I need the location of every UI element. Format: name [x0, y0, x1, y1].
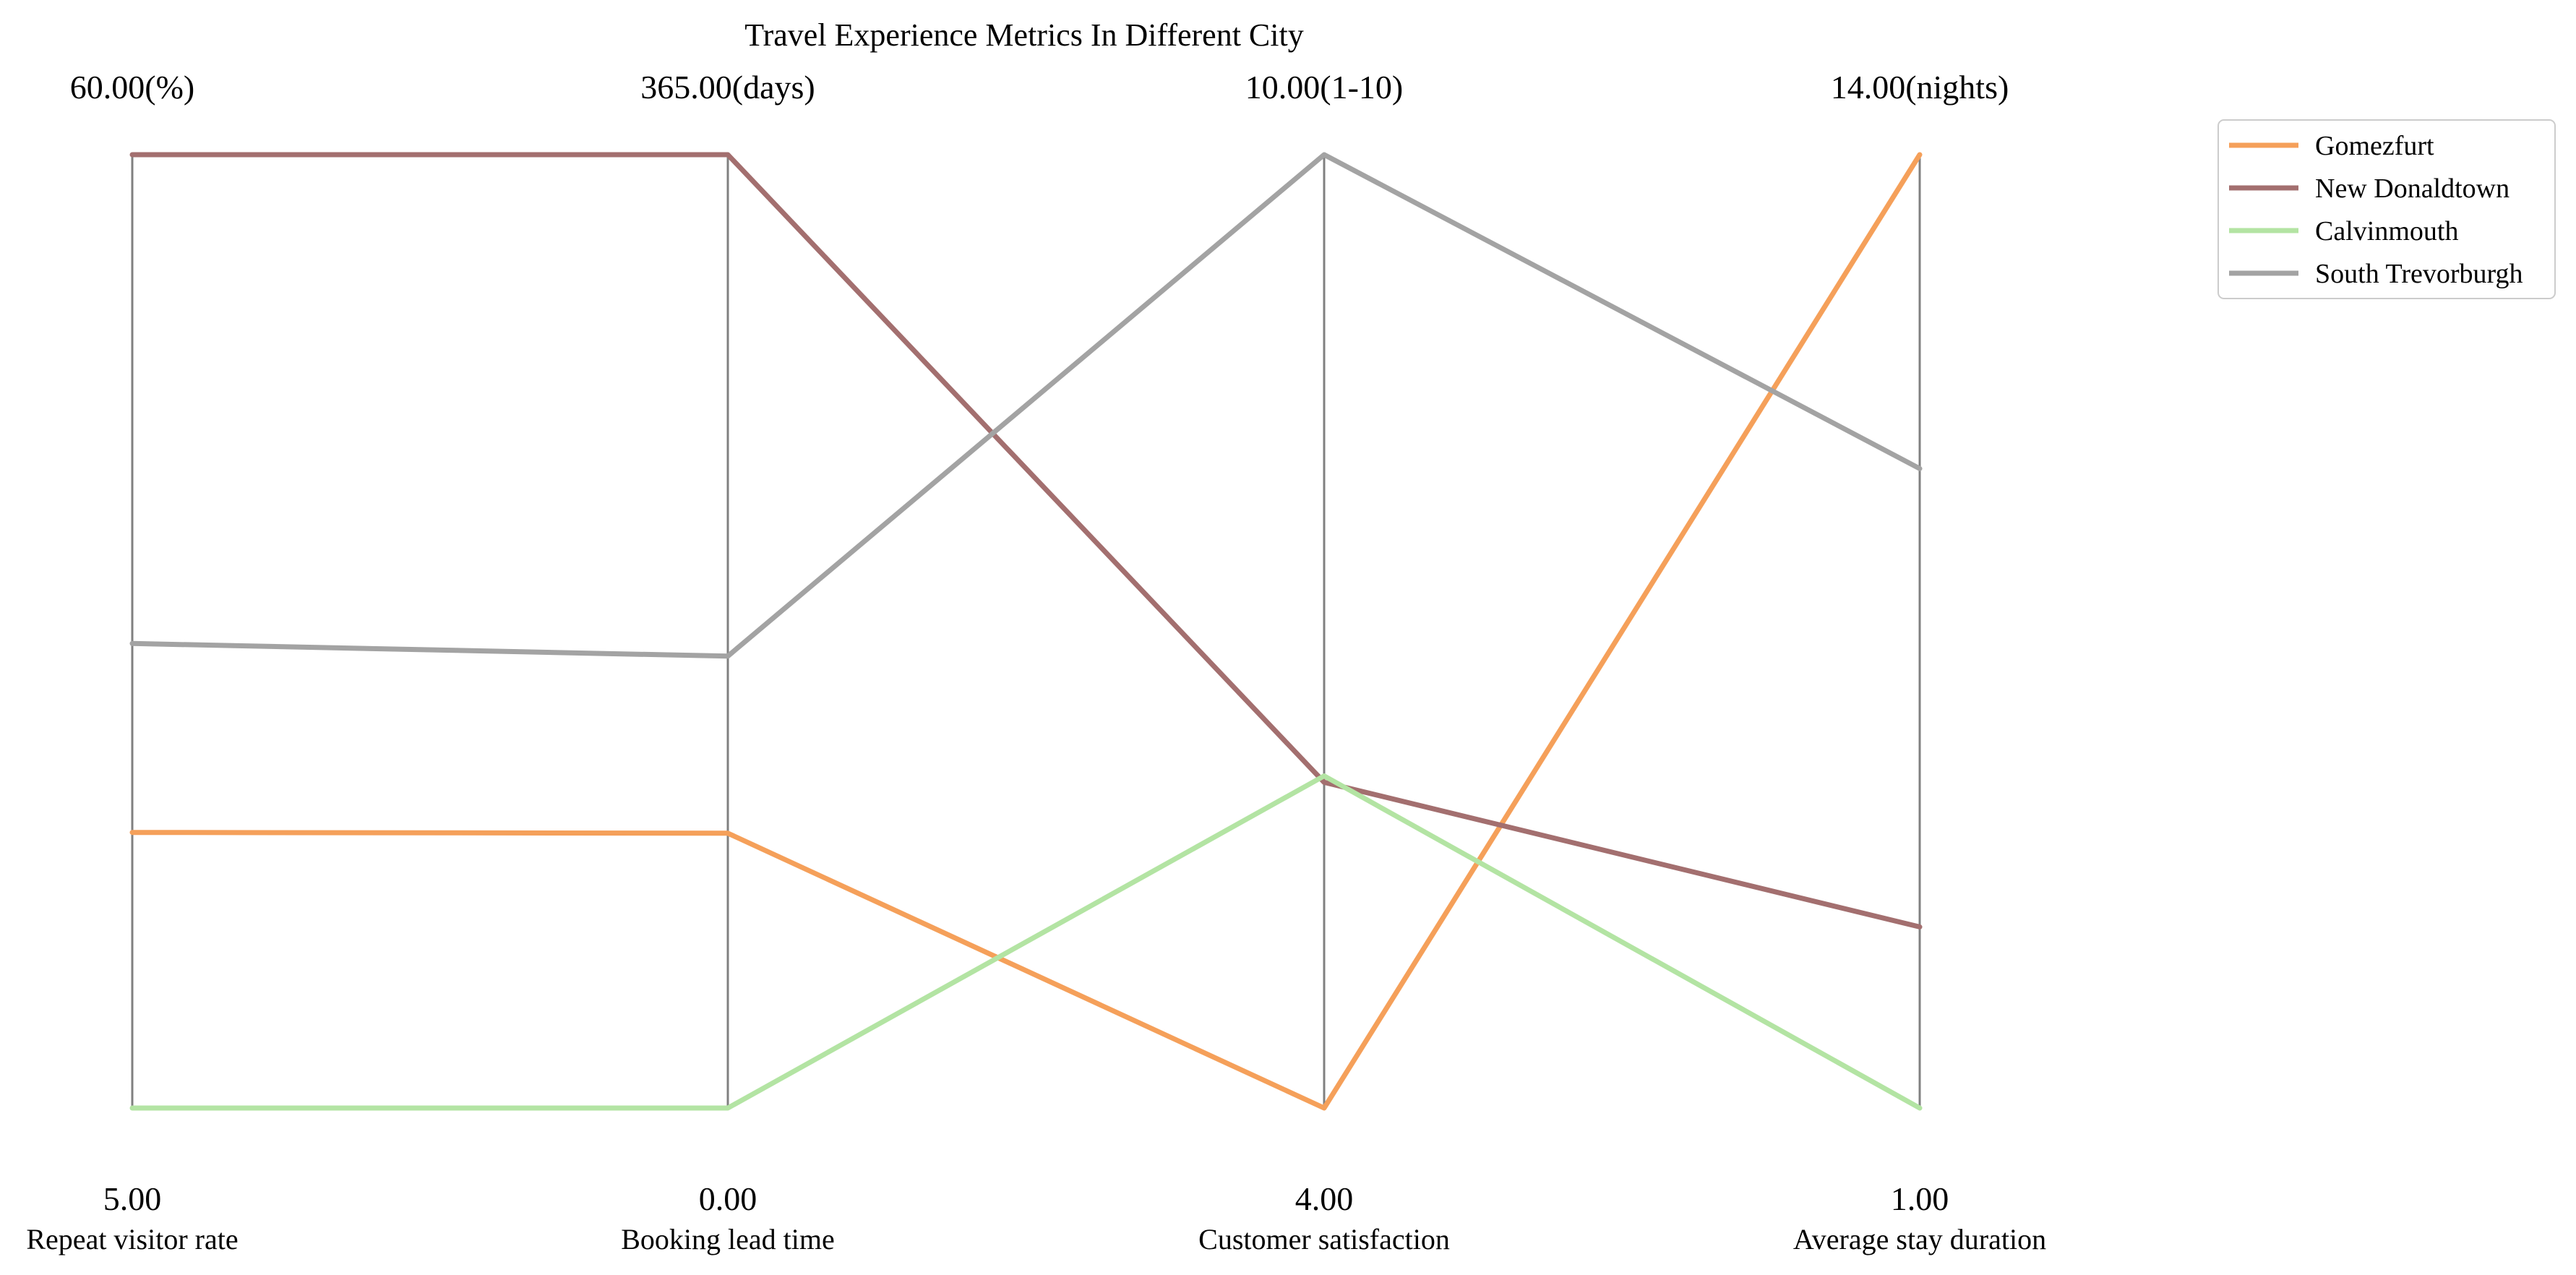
legend-entry-0: Gomezfurt [2315, 131, 2434, 161]
axis-3-name-label: Average stay duration [1793, 1223, 2046, 1255]
legend-entry-3: South Trevorburgh [2315, 259, 2523, 289]
axes-layer: 60.00(%) 5.00 Repeat visitor rate 365.00(da… [26, 69, 2046, 1255]
axis-1-max-label: 365.00(days) [640, 69, 815, 106]
series-line-0 [129, 152, 1923, 1111]
axis-2-min-label: 4.00 [1295, 1180, 1354, 1217]
series-lines-layer [129, 152, 1923, 1111]
series-line-1 [129, 152, 1923, 930]
chart-title: Travel Experience Metrics In Different C… [744, 17, 1303, 53]
legend-entry-1: New Donaldtown [2315, 173, 2510, 204]
series-line-2 [129, 773, 1923, 1111]
axis-2-name-label: Customer satisfaction [1198, 1223, 1450, 1255]
axis-1-min-label: 0.00 [699, 1180, 757, 1217]
axis-1-name-label: Booking lead time [621, 1223, 835, 1255]
axis-2-max-label: 10.00(1-10) [1245, 69, 1403, 106]
legend-box [2217, 119, 2556, 299]
axis-0-name-label: Repeat visitor rate [26, 1223, 238, 1255]
legend: Gomezfurt New Donaldtown Calvinmouth South … [2217, 119, 2556, 299]
legend-entry-2: Calvinmouth [2315, 216, 2458, 246]
axis-0-min-label: 5.00 [103, 1180, 162, 1217]
axis-3-max-label: 14.00(nights) [1831, 69, 2009, 106]
series-line-3 [129, 152, 1923, 659]
axis-0-max-label: 60.00(%) [70, 69, 194, 106]
axis-3-min-label: 1.00 [1891, 1180, 1949, 1217]
